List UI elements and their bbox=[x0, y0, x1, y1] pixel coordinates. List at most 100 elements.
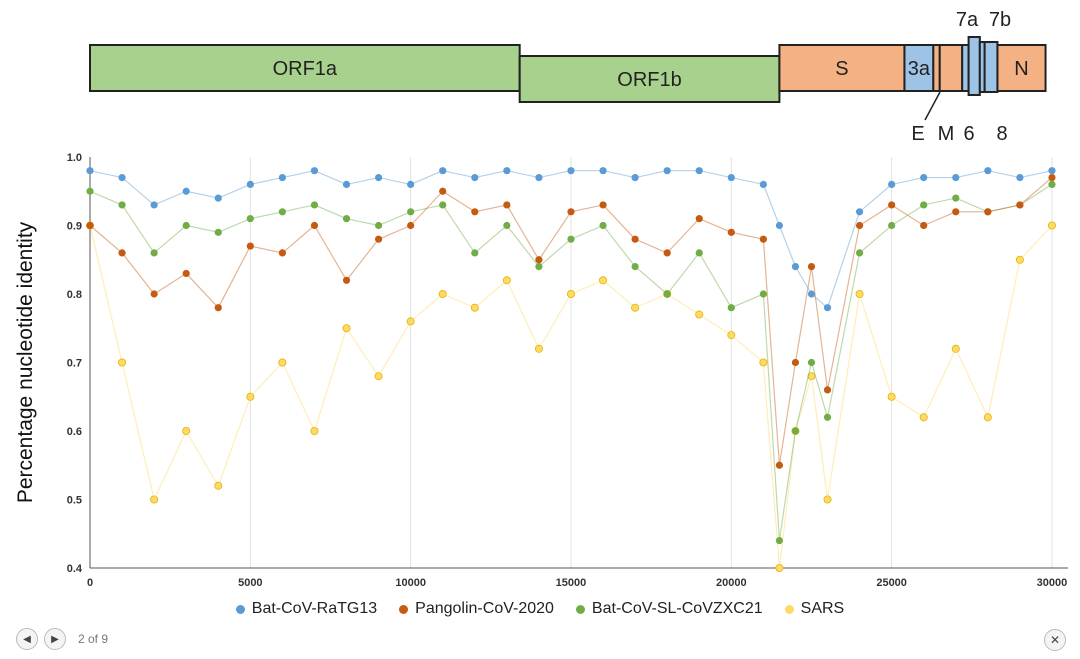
series-segment bbox=[778, 362, 797, 466]
series-segment bbox=[826, 252, 861, 418]
series-segment bbox=[794, 376, 813, 432]
series-segment bbox=[186, 190, 219, 199]
series-segment bbox=[666, 252, 700, 295]
series-segment bbox=[570, 279, 604, 295]
data-point bbox=[791, 427, 800, 435]
gene-label-below: 8 bbox=[996, 123, 1007, 145]
data-point bbox=[567, 167, 575, 175]
series-segment bbox=[731, 231, 764, 240]
data-point bbox=[182, 426, 191, 435]
data-point bbox=[1048, 167, 1056, 175]
data-point bbox=[823, 413, 832, 421]
data-point bbox=[246, 215, 254, 223]
data-point bbox=[503, 167, 511, 175]
data-point bbox=[807, 372, 816, 381]
data-point bbox=[727, 304, 735, 312]
x-tick-label: 5000 bbox=[238, 577, 262, 589]
data-point bbox=[310, 221, 319, 230]
series-segment bbox=[250, 245, 283, 254]
series-segment bbox=[218, 183, 251, 199]
data-point bbox=[984, 208, 992, 216]
data-point bbox=[919, 413, 928, 422]
series-segment bbox=[859, 225, 893, 254]
gene-block bbox=[778, 44, 906, 92]
series-segment bbox=[730, 334, 764, 363]
data-point bbox=[150, 495, 159, 504]
y-tick-label: 0.7 bbox=[67, 358, 82, 370]
data-point bbox=[310, 426, 319, 435]
series-segment bbox=[778, 430, 797, 541]
series-segment bbox=[859, 204, 892, 227]
series-segment bbox=[410, 190, 444, 226]
gene-label: 3a bbox=[908, 58, 931, 80]
series-segment bbox=[250, 211, 283, 220]
prev-icon[interactable]: ◀ bbox=[16, 628, 38, 650]
data-point bbox=[775, 537, 784, 545]
series-segment bbox=[891, 176, 924, 185]
series-segment bbox=[602, 279, 636, 309]
data-point bbox=[342, 276, 351, 284]
series-segment bbox=[602, 225, 636, 267]
data-point bbox=[887, 392, 896, 401]
e-gene-pointer bbox=[924, 91, 941, 121]
data-point bbox=[823, 304, 832, 312]
data-point bbox=[1016, 173, 1024, 182]
legend-item: Pangolin-CoV-2020 bbox=[399, 600, 554, 618]
data-point bbox=[374, 221, 383, 230]
series-segment bbox=[218, 218, 251, 233]
legend-marker bbox=[784, 604, 794, 614]
data-point bbox=[150, 201, 158, 209]
series-segment bbox=[794, 362, 813, 432]
data-point bbox=[182, 269, 190, 278]
series-segment bbox=[955, 170, 988, 179]
data-point bbox=[534, 344, 543, 353]
series-segment bbox=[538, 293, 572, 350]
series-segment bbox=[346, 238, 380, 281]
data-point bbox=[599, 201, 607, 209]
data-point bbox=[1016, 201, 1024, 209]
close-icon[interactable]: ✕ bbox=[1044, 629, 1066, 651]
next-icon[interactable]: ▶ bbox=[44, 628, 66, 650]
gene-label-below: 6 bbox=[963, 123, 974, 145]
data-point bbox=[663, 290, 671, 298]
data-point bbox=[246, 242, 254, 250]
y-tick-label: 0.9 bbox=[67, 221, 82, 233]
data-point bbox=[439, 187, 447, 195]
data-point bbox=[855, 221, 864, 230]
data-point bbox=[775, 461, 784, 469]
series-segment bbox=[442, 190, 476, 213]
legend-label: Bat-CoV-SL-CoVZXC21 bbox=[591, 600, 763, 617]
series-segment bbox=[602, 170, 636, 179]
series-segment bbox=[810, 266, 829, 390]
series-segment bbox=[891, 396, 925, 418]
data-point bbox=[439, 201, 447, 209]
data-point bbox=[118, 358, 127, 367]
series-segment bbox=[474, 170, 507, 179]
series-segment bbox=[826, 211, 861, 308]
data-point bbox=[920, 173, 928, 182]
data-point bbox=[920, 201, 928, 209]
gene-label-above: 7a bbox=[956, 9, 979, 31]
data-point bbox=[695, 310, 704, 319]
series-segment bbox=[121, 204, 155, 254]
data-point bbox=[310, 201, 319, 209]
series-segment bbox=[314, 204, 347, 220]
series-segment bbox=[987, 204, 1021, 213]
data-point bbox=[631, 235, 639, 243]
series-segment bbox=[538, 211, 572, 261]
series-segment bbox=[153, 225, 187, 254]
series-segment bbox=[506, 170, 540, 179]
series-segment bbox=[346, 176, 379, 185]
x-tick-label: 30000 bbox=[1037, 577, 1068, 589]
series-segment bbox=[442, 293, 476, 309]
data-point bbox=[503, 201, 511, 209]
series-segment bbox=[474, 225, 508, 254]
series-segment bbox=[474, 279, 508, 309]
series-segment bbox=[1019, 170, 1053, 179]
data-point bbox=[535, 173, 543, 182]
data-point bbox=[407, 180, 415, 188]
data-point bbox=[952, 208, 960, 216]
legend: Bat-CoV-RaTG13 Pangolin-CoV-2020 Bat-CoV-S… bbox=[0, 600, 1080, 618]
y-tick-label: 1.0 bbox=[67, 152, 82, 164]
series-segment bbox=[634, 293, 668, 309]
